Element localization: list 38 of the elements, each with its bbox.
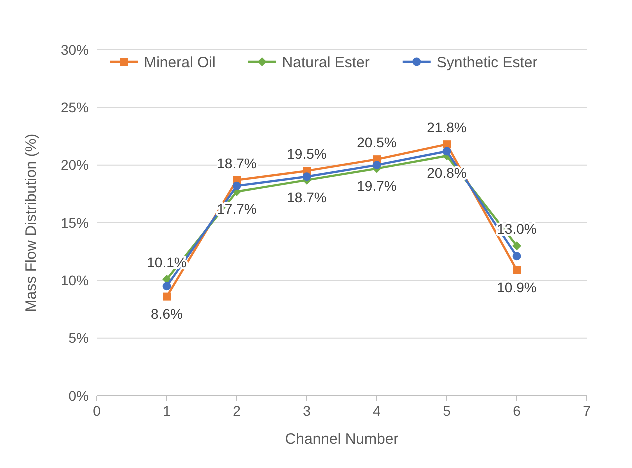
legend-label: Mineral Oil [144, 54, 216, 72]
y-tick-label: 10% [60, 272, 89, 289]
data-label: 10.9% [497, 279, 537, 296]
y-tick-label: 5% [68, 330, 89, 346]
point [162, 282, 172, 291]
point [442, 147, 452, 156]
y-axis-title: Mass Flow Distribution (%) [23, 134, 40, 312]
data-label: 18.7% [217, 155, 257, 172]
point [232, 182, 242, 190]
data-label: 8.6% [151, 306, 183, 322]
x-tick-label: 1 [163, 403, 172, 419]
data-label: 18.7% [287, 189, 327, 206]
y-tick-label: 30% [60, 42, 89, 58]
x-tick-label: 6 [513, 403, 522, 419]
point [302, 172, 312, 182]
y-tick-label: 15% [60, 214, 89, 231]
data-label: 21.8% [427, 120, 467, 136]
y-tick-label: 25% [60, 100, 89, 116]
data-label: 20.5% [357, 134, 397, 151]
x-tick-label: 0 [93, 403, 102, 419]
data-label: 19.7% [357, 178, 397, 194]
y-tick-label: 20% [60, 157, 89, 174]
point [443, 140, 451, 149]
legend-label: Synthetic Ester [436, 54, 538, 72]
x-tick-label: 7 [583, 403, 592, 419]
x-tick-label: 3 [303, 403, 312, 419]
point [163, 292, 171, 301]
x-tick-label: 4 [373, 403, 382, 419]
x-tick-label: 5 [443, 403, 452, 419]
point [512, 252, 522, 261]
y-tick-label: 0% [68, 388, 89, 404]
point [372, 161, 382, 170]
point [512, 242, 522, 251]
data-label: 19.5% [287, 146, 327, 162]
point [513, 266, 521, 274]
legend-label: Natural Ester [282, 54, 370, 72]
x-tick-label: 2 [233, 403, 242, 419]
x-axis-title: Channel Number [285, 431, 399, 448]
